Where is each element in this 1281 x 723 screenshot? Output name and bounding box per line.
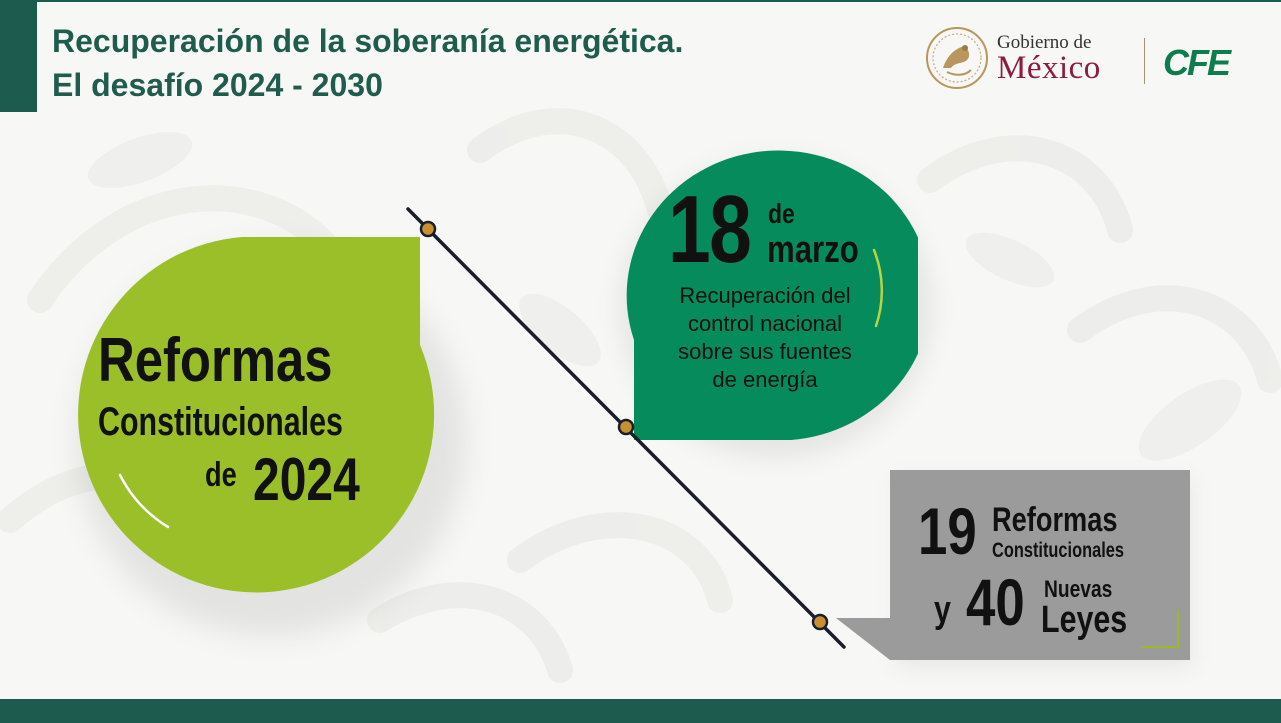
logo-divider [1144,38,1145,84]
gobierno-label: Gobierno de [997,32,1092,53]
reformas-title: Reformas [98,326,333,395]
mexico-label: México [997,50,1101,86]
event-description: Recuperación del control nacional sobre … [655,282,875,394]
event-day: 18 [668,176,752,283]
constitucionales-label: Constitucionales [992,539,1124,562]
page-subtitle: El desafío 2024 - 2030 [52,67,383,103]
corner-accent-block [0,0,37,112]
event-description-line: control nacional [687,311,843,336]
timeline-dot [811,613,829,631]
corner-mark [1141,610,1179,648]
reformas-subtitle: Constitucionales [98,400,343,444]
stats-box [836,470,1190,660]
event-month: marzo [767,229,859,271]
leyes-label: Leyes [1041,599,1128,641]
top-border [37,0,1281,2]
reformas-count: 19 [918,494,977,568]
reformas-bubble [78,237,435,593]
cfe-logo: CFE [1163,42,1231,83]
timeline-dot [617,418,635,436]
header-logos: Gobierno de México CFE [925,26,1245,92]
page-title: Recuperación de la soberanía energética. [52,23,684,59]
event-description-line: de energía [712,367,818,392]
footer-bar [0,699,1281,723]
leyes-count: 40 [966,565,1025,639]
event-description-line: sobre sus fuentes [678,339,852,364]
reformas-year: 2024 [253,446,360,513]
nuevas-label: Nuevas [1044,576,1113,603]
conjunction-y: y [934,589,951,631]
reformas-count-label: Reformas [992,501,1118,539]
mexico-coat-of-arms-icon [926,27,988,89]
event-description-line: Recuperación del [679,283,851,308]
reformas-de: de [205,456,237,494]
marzo-bubble [626,150,918,440]
timeline-dot [419,220,437,238]
event-de: de [768,198,795,229]
